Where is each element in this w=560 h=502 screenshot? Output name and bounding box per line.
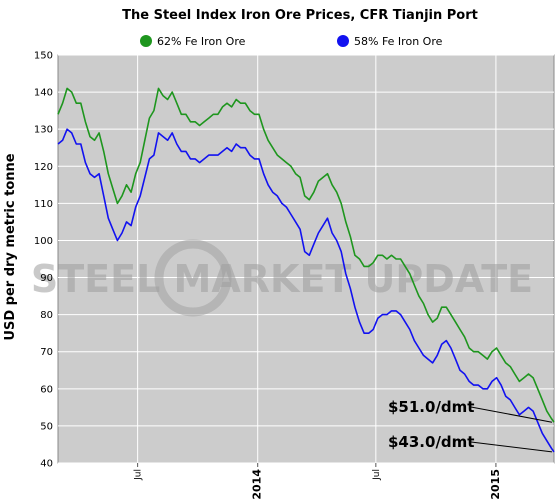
y-tick-label: 50	[40, 421, 53, 432]
gridlines	[58, 54, 554, 464]
y-tick-label: 140	[34, 88, 53, 99]
annotation-leader-line	[470, 441, 553, 453]
x-tick-label: Jul	[134, 469, 144, 481]
annotations: $51.0/dmt $43.0/dmt	[388, 398, 553, 453]
chart-title: The Steel Index Iron Ore Prices, CFR Tia…	[122, 8, 478, 23]
watermark-text: STEEL MARKET UPDATE	[31, 257, 533, 301]
legend-label: 58% Fe Iron Ore	[354, 35, 443, 48]
annotation-label: $51.0/dmt	[388, 398, 474, 416]
y-tick-label: 60	[40, 384, 53, 395]
series-line-62-fe	[57, 87, 555, 423]
y-tick-label: 80	[40, 310, 53, 321]
x-axis-ticks: Jul 2014 Jul 2015	[134, 463, 502, 500]
annotation-label: $43.0/dmt	[388, 433, 474, 451]
y-tick-label: 150	[34, 51, 53, 62]
watermark-logo	[154, 239, 232, 317]
y-tick-label: 40	[40, 459, 53, 470]
watermark: STEEL MARKET UPDATE	[31, 239, 533, 317]
y-tick-label: 70	[40, 347, 53, 358]
series-lines	[57, 87, 555, 453]
plot-area	[57, 54, 555, 464]
x-tick-label: 2015	[489, 469, 502, 500]
legend-marker	[140, 35, 152, 47]
y-tick-label: 90	[40, 273, 53, 284]
x-tick-label: Jul	[372, 469, 382, 481]
y-tick-label: 120	[34, 162, 53, 173]
y-axis-label: USD per dry metric tonne	[3, 153, 18, 340]
legend-label: 62% Fe Iron Ore	[157, 35, 246, 48]
y-tick-label: 130	[34, 125, 53, 136]
series-line-58-fe	[57, 128, 555, 453]
annotation-leader-line	[470, 406, 553, 423]
x-tick-label: 2014	[251, 469, 264, 500]
y-tick-label: 100	[34, 236, 53, 247]
legend: 62% Fe Iron Ore 58% Fe Iron Ore	[140, 35, 443, 48]
y-axis-ticks: 40 50 60 70 80 90 100 110 120 130 140 150	[34, 51, 53, 470]
legend-marker	[337, 35, 349, 47]
y-tick-label: 110	[34, 199, 53, 210]
